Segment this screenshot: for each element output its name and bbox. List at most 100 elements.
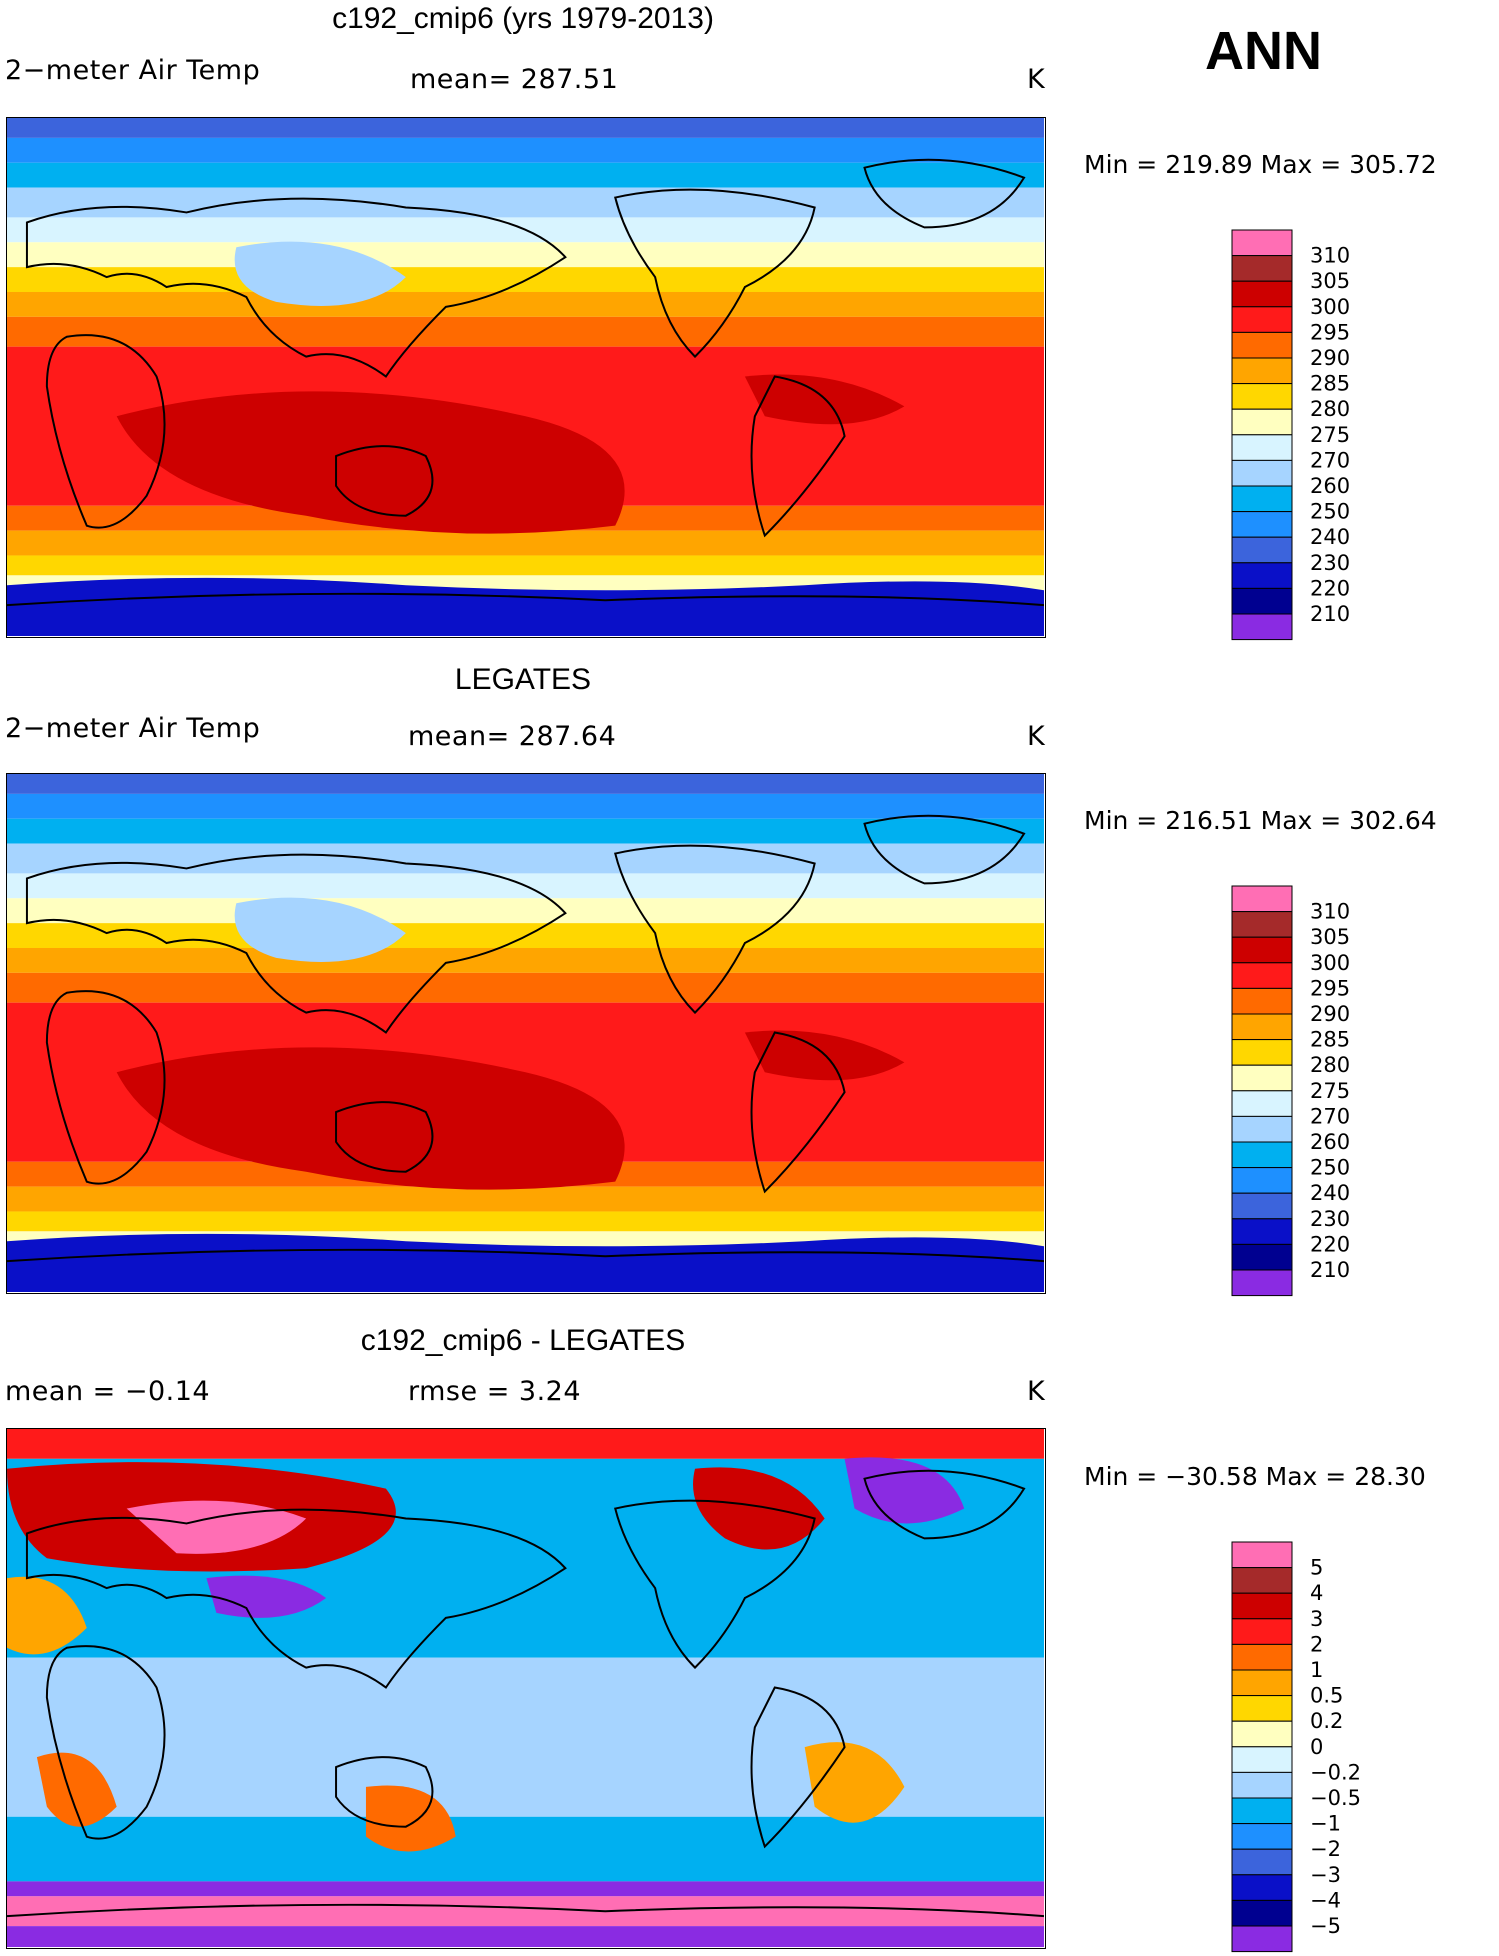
- panel-2-title: LEGATES: [454, 663, 592, 696]
- colorbar-swatch: [1231, 1141, 1293, 1169]
- map-fill-band: [7, 972, 1044, 1003]
- coastline: [614, 188, 816, 359]
- map-fill-band: [7, 1429, 1044, 1459]
- panel-1-variable-label: 2−meter Air Temp: [5, 55, 261, 86]
- colorbar-swatch: [1231, 1541, 1293, 1569]
- coastline: [863, 814, 1026, 885]
- map-fill-band: [7, 1896, 1044, 1927]
- colorbar-tick-label: 240: [1310, 1181, 1350, 1205]
- coastline: [25, 197, 567, 378]
- map-fill-region: [234, 897, 406, 963]
- colorbar-swatch: [1231, 1797, 1293, 1825]
- map-fill-band: [7, 1186, 1044, 1212]
- colorbar-swatch: [1231, 1269, 1293, 1297]
- panel-1-map: [6, 117, 1046, 638]
- coastline: [7, 592, 1044, 607]
- colorbar-tick-label: 210: [1310, 602, 1350, 626]
- colorbar-tick-label: 260: [1310, 1130, 1350, 1154]
- colorbar-swatch: [1231, 1695, 1293, 1722]
- colorbar-swatch: [1231, 383, 1293, 410]
- colorbar-swatch: [1231, 1746, 1293, 1773]
- map-fill-region: [693, 1467, 825, 1550]
- colorbar-tick-label: −0.2: [1310, 1760, 1361, 1784]
- colorbar-tick-label: 230: [1310, 551, 1350, 575]
- colorbar-tick-label: 300: [1310, 295, 1350, 319]
- season-label: ANN: [1205, 21, 1322, 81]
- map-fill-band: [7, 316, 1044, 347]
- panel-1-colorbar: 310 305 300 295 290 285 280 275 270 260 250 240 230 2…: [1231, 229, 1352, 641]
- colorbar-tick-label: 5: [1310, 1556, 1323, 1580]
- colorbar-tick-label: 0: [1310, 1735, 1323, 1759]
- colorbar-swatch: [1231, 229, 1293, 257]
- colorbar-swatch: [1231, 911, 1293, 938]
- colorbar-swatch: [1231, 1218, 1293, 1245]
- colorbar-tick-label: 260: [1310, 474, 1350, 498]
- colorbar-tick-label: 3: [1310, 1607, 1323, 1631]
- panel-1-mean-label: mean= 287.51: [410, 64, 619, 95]
- coastline: [25, 1508, 567, 1689]
- colorbar-swatch: [1231, 1243, 1293, 1271]
- coastline: [863, 1469, 1026, 1540]
- map-fill-region: [7, 1233, 1044, 1292]
- panel-2-colorbar: 310 305 300 295 290 285 280 275 270 260 250 240 230 2…: [1231, 885, 1352, 1297]
- colorbar-swatch: [1231, 1064, 1293, 1092]
- colorbar-swatch: [1231, 1167, 1293, 1194]
- coastline: [45, 990, 166, 1185]
- coastline: [750, 1686, 846, 1849]
- map-fill-region: [116, 391, 625, 534]
- colorbar-swatch: [1231, 1592, 1293, 1620]
- colorbar-swatch: [1231, 1090, 1293, 1117]
- panel-3-title: c192_cmip6 - LEGATES: [360, 1324, 686, 1357]
- colorbar-swatch: [1231, 511, 1293, 538]
- panel-3-mean-label: mean = −0.14: [5, 1376, 211, 1407]
- panel-3-minmax-label: Min = −30.58 Max = 28.30: [1084, 1462, 1426, 1491]
- colorbar-swatch: [1231, 562, 1293, 589]
- colorbar-swatch: [1231, 987, 1293, 1015]
- colorbar-swatch: [1231, 280, 1293, 308]
- colorbar-tick-label: 250: [1310, 1156, 1350, 1180]
- colorbar-tick-label: 275: [1310, 423, 1350, 447]
- colorbar-swatch: [1231, 459, 1293, 487]
- colorbar-tick-label: 220: [1310, 1232, 1350, 1256]
- coastline: [335, 1101, 434, 1173]
- colorbar-swatch: [1231, 357, 1293, 385]
- colorbar-tick-label: 0.2: [1310, 1709, 1343, 1733]
- colorbar-swatch: [1231, 1192, 1293, 1220]
- coastline: [7, 1903, 1044, 1918]
- colorbar-tick-label: 285: [1310, 372, 1350, 396]
- coastline: [614, 844, 816, 1015]
- map-fill-band: [7, 793, 1044, 819]
- colorbar-tick-label: 300: [1310, 951, 1350, 975]
- map-fill-band: [7, 530, 1044, 556]
- panel-1-title: c192_cmip6 (yrs 1979-2013): [332, 2, 714, 35]
- colorbar-swatch: [1231, 613, 1293, 641]
- map-fill-region: [36, 1752, 117, 1827]
- colorbar-tick-label: 290: [1310, 1002, 1350, 1026]
- colorbar-swatch: [1231, 255, 1293, 282]
- colorbar-swatch: [1231, 1643, 1293, 1671]
- colorbar-tick-label: 0.5: [1310, 1684, 1343, 1708]
- colorbar-swatch: [1231, 1874, 1293, 1901]
- panel-3-map: [6, 1428, 1046, 1949]
- map-fill-band: [7, 137, 1044, 163]
- colorbar-swatch: [1231, 1720, 1293, 1748]
- map-fill-band: [7, 898, 1044, 924]
- colorbar-swatch: [1231, 306, 1293, 333]
- colorbar-swatch: [1231, 1823, 1293, 1850]
- colorbar-tick-label: 4: [1310, 1581, 1323, 1605]
- map-fill-region: [234, 241, 406, 307]
- colorbar-tick-label: −3: [1310, 1863, 1341, 1887]
- colorbar-tick-label: 240: [1310, 525, 1350, 549]
- coastline: [45, 1645, 166, 1840]
- colorbar-tick-label: 305: [1310, 925, 1350, 949]
- map-fill-region: [126, 1500, 307, 1554]
- colorbar-tick-label: 280: [1310, 1053, 1350, 1077]
- map-fill-region: [365, 1785, 456, 1852]
- colorbar-swatch: [1231, 936, 1293, 964]
- colorbar-tick-label: −2: [1310, 1837, 1341, 1861]
- map-fill-band: [7, 162, 1044, 188]
- map-fill-region: [7, 577, 1044, 636]
- panel-2-map: [6, 773, 1046, 1294]
- coastline: [25, 853, 567, 1034]
- map-fill-band: [7, 1926, 1044, 1947]
